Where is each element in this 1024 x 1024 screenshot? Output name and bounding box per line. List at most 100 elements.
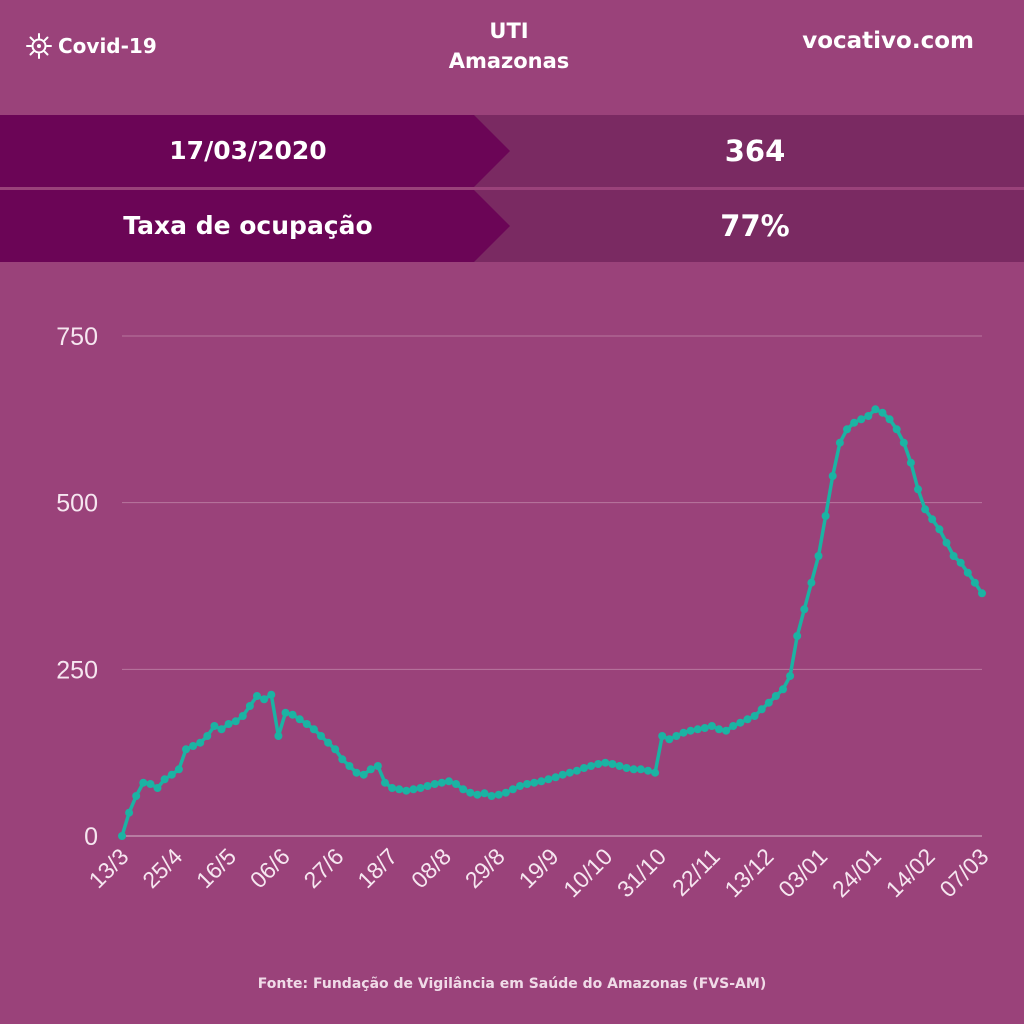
data-point bbox=[267, 690, 276, 699]
y-tick-label: 500 bbox=[56, 490, 98, 518]
page-title: UTI Amazonas bbox=[409, 16, 609, 76]
data-point bbox=[821, 512, 830, 520]
data-point bbox=[672, 732, 681, 740]
data-point bbox=[437, 778, 446, 787]
data-point bbox=[885, 415, 894, 424]
x-tick-label: 19/9 bbox=[513, 843, 563, 893]
data-point bbox=[416, 784, 425, 792]
data-point bbox=[508, 785, 517, 794]
data-point bbox=[146, 780, 155, 788]
data-point bbox=[963, 568, 972, 577]
data-point bbox=[530, 778, 539, 787]
data-point bbox=[771, 692, 780, 700]
x-tick-label: 03/01 bbox=[773, 843, 832, 902]
data-point bbox=[750, 712, 759, 720]
data-point bbox=[978, 589, 986, 598]
data-point bbox=[480, 789, 489, 798]
data-point bbox=[878, 408, 887, 417]
x-tick-label: 22/11 bbox=[667, 843, 725, 901]
data-point bbox=[423, 782, 432, 790]
data-point bbox=[516, 782, 524, 790]
data-point bbox=[892, 425, 901, 434]
data-point bbox=[743, 715, 752, 724]
stat-count-value: 364 bbox=[724, 134, 786, 168]
data-point bbox=[956, 558, 965, 567]
x-tick-label: 25/4 bbox=[137, 843, 187, 893]
data-point bbox=[473, 790, 482, 799]
data-point bbox=[921, 505, 930, 514]
data-point bbox=[309, 725, 318, 734]
data-point bbox=[409, 785, 418, 794]
data-point bbox=[189, 742, 198, 750]
x-tick-label: 16/5 bbox=[191, 843, 241, 893]
data-point bbox=[736, 718, 745, 727]
data-point bbox=[359, 770, 368, 779]
data-point bbox=[651, 768, 660, 777]
x-tick-label: 10/10 bbox=[558, 843, 617, 902]
data-point bbox=[118, 832, 126, 840]
y-tick-label: 750 bbox=[56, 323, 98, 351]
data-point bbox=[594, 760, 603, 768]
data-point bbox=[537, 777, 546, 786]
data-point bbox=[729, 722, 738, 730]
data-point bbox=[587, 762, 596, 770]
data-point bbox=[565, 768, 574, 777]
stat-row-occupancy: Taxa de ocupação 77% bbox=[0, 190, 1024, 262]
data-point bbox=[899, 438, 908, 447]
data-point bbox=[253, 692, 261, 700]
site-name: vocativo.com bbox=[802, 28, 974, 54]
data-point bbox=[793, 632, 802, 640]
x-tick-label: 08/8 bbox=[406, 843, 456, 893]
x-tick-label: 31/10 bbox=[612, 843, 671, 902]
x-tick-label: 29/8 bbox=[460, 843, 510, 893]
data-point bbox=[245, 702, 254, 710]
x-tick-label: 24/01 bbox=[827, 843, 886, 902]
data-point bbox=[281, 708, 290, 717]
data-point bbox=[352, 768, 361, 777]
data-point bbox=[572, 766, 581, 775]
data-point bbox=[551, 773, 560, 782]
data-point bbox=[764, 698, 773, 707]
data-point bbox=[601, 758, 610, 767]
data-point bbox=[644, 766, 652, 775]
data-point bbox=[274, 732, 283, 740]
title-line-2: Amazonas bbox=[448, 49, 570, 73]
data-point bbox=[615, 762, 624, 770]
data-point bbox=[494, 790, 503, 799]
x-tick-label: 06/6 bbox=[245, 843, 295, 893]
data-point bbox=[906, 458, 915, 467]
data-point bbox=[523, 780, 532, 788]
data-point bbox=[260, 695, 269, 704]
y-tick-label: 0 bbox=[84, 823, 98, 851]
data-point bbox=[544, 775, 553, 784]
data-point bbox=[658, 732, 667, 740]
data-point bbox=[395, 785, 404, 794]
data-point bbox=[679, 728, 688, 737]
data-point bbox=[800, 605, 809, 614]
data-point bbox=[388, 784, 397, 792]
data-point bbox=[217, 725, 226, 734]
stat-row-date: 17/03/2020 364 bbox=[0, 115, 1024, 187]
data-point bbox=[324, 738, 333, 747]
data-point bbox=[302, 720, 311, 728]
title-line-1: UTI bbox=[489, 19, 529, 43]
data-point bbox=[338, 755, 347, 764]
data-point bbox=[828, 472, 837, 480]
y-tick-label: 250 bbox=[56, 656, 98, 684]
data-point bbox=[843, 425, 851, 434]
source-note: Fonte: Fundação de Vigilância em Saúde d… bbox=[257, 976, 767, 992]
data-point bbox=[132, 792, 141, 800]
data-point bbox=[238, 712, 247, 720]
data-point bbox=[558, 770, 567, 779]
data-point bbox=[835, 438, 844, 447]
data-point bbox=[288, 710, 297, 719]
data-point bbox=[444, 777, 453, 786]
data-point bbox=[757, 705, 766, 714]
data-point bbox=[871, 405, 880, 414]
data-point bbox=[779, 685, 787, 694]
data-point bbox=[707, 722, 716, 730]
data-point bbox=[807, 578, 816, 587]
data-point bbox=[580, 764, 588, 772]
